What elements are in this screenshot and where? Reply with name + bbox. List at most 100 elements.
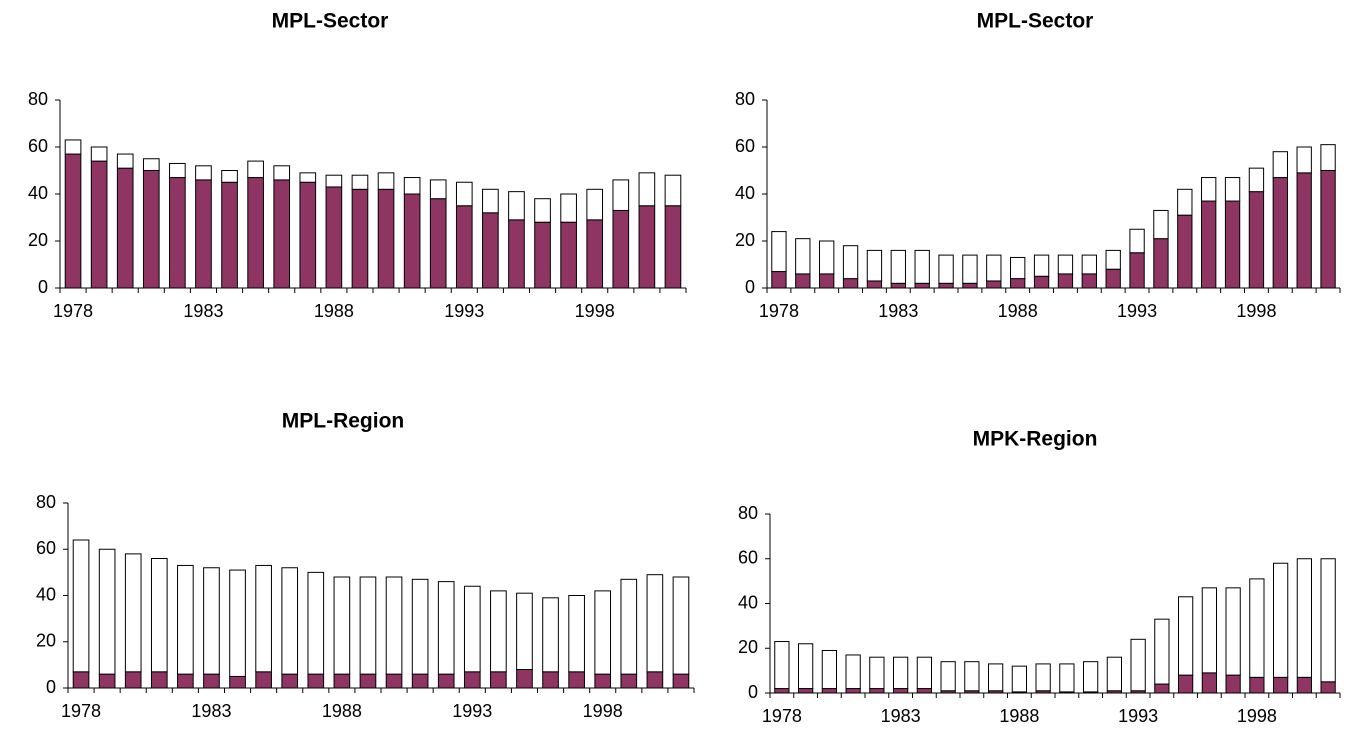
bar-segment [914,249,930,284]
y-tick-label: 80 [36,492,56,512]
bar-segment [638,205,656,289]
y-tick-label: 80 [738,503,758,523]
bar-segment [1320,144,1336,171]
bar-segment [490,590,507,673]
bar-segment [845,654,861,690]
bar-segment [795,238,811,275]
y-tick-label: 40 [36,584,56,604]
bar-segment [771,231,787,273]
bar-segment [560,193,577,223]
bar-segment [1273,562,1289,678]
bar-segment [914,282,930,289]
bar-segment [664,205,682,289]
bar-segment [429,198,447,289]
bar-segment [1129,228,1145,254]
x-tick-label: 1988 [998,301,1038,321]
bar-segment [1320,170,1336,289]
y-tick-label: 0 [745,277,755,297]
bar-segment [964,661,980,692]
bar-segment [169,177,186,289]
bar-segment [247,160,264,179]
bar-segment [798,643,814,690]
bar-segment [893,688,909,694]
bar-segment [1153,238,1169,289]
bar-segment [124,553,142,673]
bar-segment [150,671,168,689]
bar-segment [586,188,604,221]
bar-segment [1296,146,1312,174]
bar-segment [247,177,264,289]
bar-segment [1010,256,1026,280]
bar-segment [1178,674,1194,694]
bar-segment [377,188,395,289]
x-tick-label: 1988 [314,301,354,321]
bar-segment [1083,661,1099,693]
bar-segment [1177,214,1193,289]
bar-segment [1129,252,1145,289]
bar-segment [203,567,220,675]
bar-segment [463,585,481,673]
bar-segment [1010,278,1026,289]
bar-segment [299,181,317,289]
x-tick-label: 1983 [881,706,921,726]
bar-segment [177,564,194,675]
bar-segment [1296,172,1312,289]
bar-segment [325,174,343,188]
bar-segment [1033,254,1050,277]
bar-segment [307,571,325,675]
bar-segment [890,249,906,284]
bar-segment [1059,663,1075,693]
bar-segment [1320,558,1336,683]
y-tick-label: 60 [738,548,758,568]
bar-segment [1272,151,1288,179]
bar-segment [403,193,421,289]
bar-segment [90,146,108,162]
bar-segment [98,673,116,689]
bar-segment [516,669,533,689]
bar-segment [869,688,885,694]
x-tick-label: 1983 [878,301,918,321]
bar-segment [1225,674,1241,694]
bar-segment [1201,672,1217,694]
x-tick-label: 1978 [759,301,799,321]
y-tick-label: 20 [28,230,48,250]
bar-segment [646,671,664,689]
y-tick-label: 0 [38,277,48,297]
bar-segment [1296,676,1312,694]
bar-segment [962,254,978,284]
bar-segment [333,673,351,689]
bar-segment [646,574,664,673]
bar-segment [962,282,978,289]
bar-segment [1154,683,1170,694]
bar-segment [116,167,134,289]
bar-segment [516,592,533,670]
bar-segment [273,179,291,289]
bar-segment [534,198,551,223]
x-tick-label: 1993 [444,301,484,321]
bar-segment [351,174,369,190]
bar-segment [273,165,291,181]
chart-title: MPL-Sector [272,10,389,33]
bar-segment [281,567,299,675]
y-tick-label: 20 [738,637,758,657]
bar-segment [325,186,343,289]
bar-segment [821,649,837,690]
bar-segment [64,139,82,155]
bar-segment [620,673,638,689]
bar-segment [1178,596,1194,676]
bar-segment [866,280,883,289]
bar-segment [229,569,246,677]
bar-segment [594,673,612,689]
bar-segment [612,179,630,211]
bar-segment [988,663,1004,692]
bar-segment [1081,273,1097,289]
bar-segment [359,673,377,689]
bar-segment [150,558,168,673]
bar-segment [437,581,455,675]
x-tick-label: 1978 [762,706,802,726]
bar-segment [1154,618,1170,685]
bar-segment [482,188,499,214]
bar-segment [142,158,160,171]
bar-segment [1177,188,1193,216]
bar-segment [1224,177,1241,202]
